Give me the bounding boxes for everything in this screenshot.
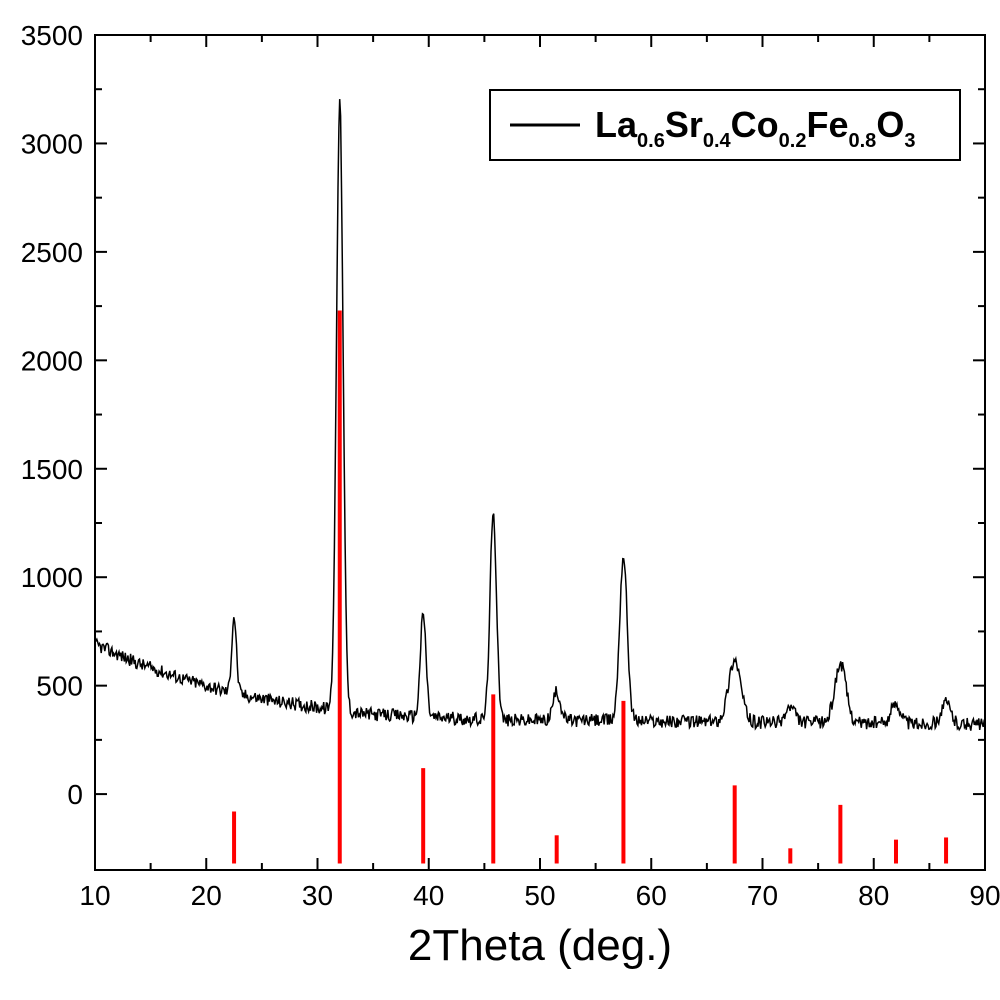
y-tick-label: 2000 <box>21 345 83 376</box>
y-tick-label: 3000 <box>21 128 83 159</box>
xrd-chart: 10 20 30 40 50 60 70 80 90 0 500 1000 1500 2000 2500 30… <box>0 0 1000 1000</box>
chart-svg: 10 20 30 40 50 60 70 80 90 0 500 1000 1500 2000 2500 30… <box>0 0 1000 1000</box>
xrd-pattern <box>95 99 985 731</box>
x-tick-label: 30 <box>302 880 333 911</box>
x-tick-label: 40 <box>413 880 444 911</box>
y-tick-label: 1000 <box>21 562 83 593</box>
y-tick-label: 0 <box>67 779 83 810</box>
x-tick-label: 60 <box>636 880 667 911</box>
x-tick-label: 90 <box>969 880 1000 911</box>
x-tick-label: 10 <box>79 880 110 911</box>
x-axis-title: 2Theta (deg.) <box>408 921 672 970</box>
x-tick-label: 20 <box>191 880 222 911</box>
y-tick-label: 1500 <box>21 454 83 485</box>
y-tick-label: 3500 <box>21 20 83 51</box>
y-tick-label: 500 <box>36 671 83 702</box>
x-tick-label: 50 <box>524 880 555 911</box>
y-tick-label: 2500 <box>21 237 83 268</box>
x-tick-label: 70 <box>747 880 778 911</box>
x-tick-label: 80 <box>858 880 889 911</box>
